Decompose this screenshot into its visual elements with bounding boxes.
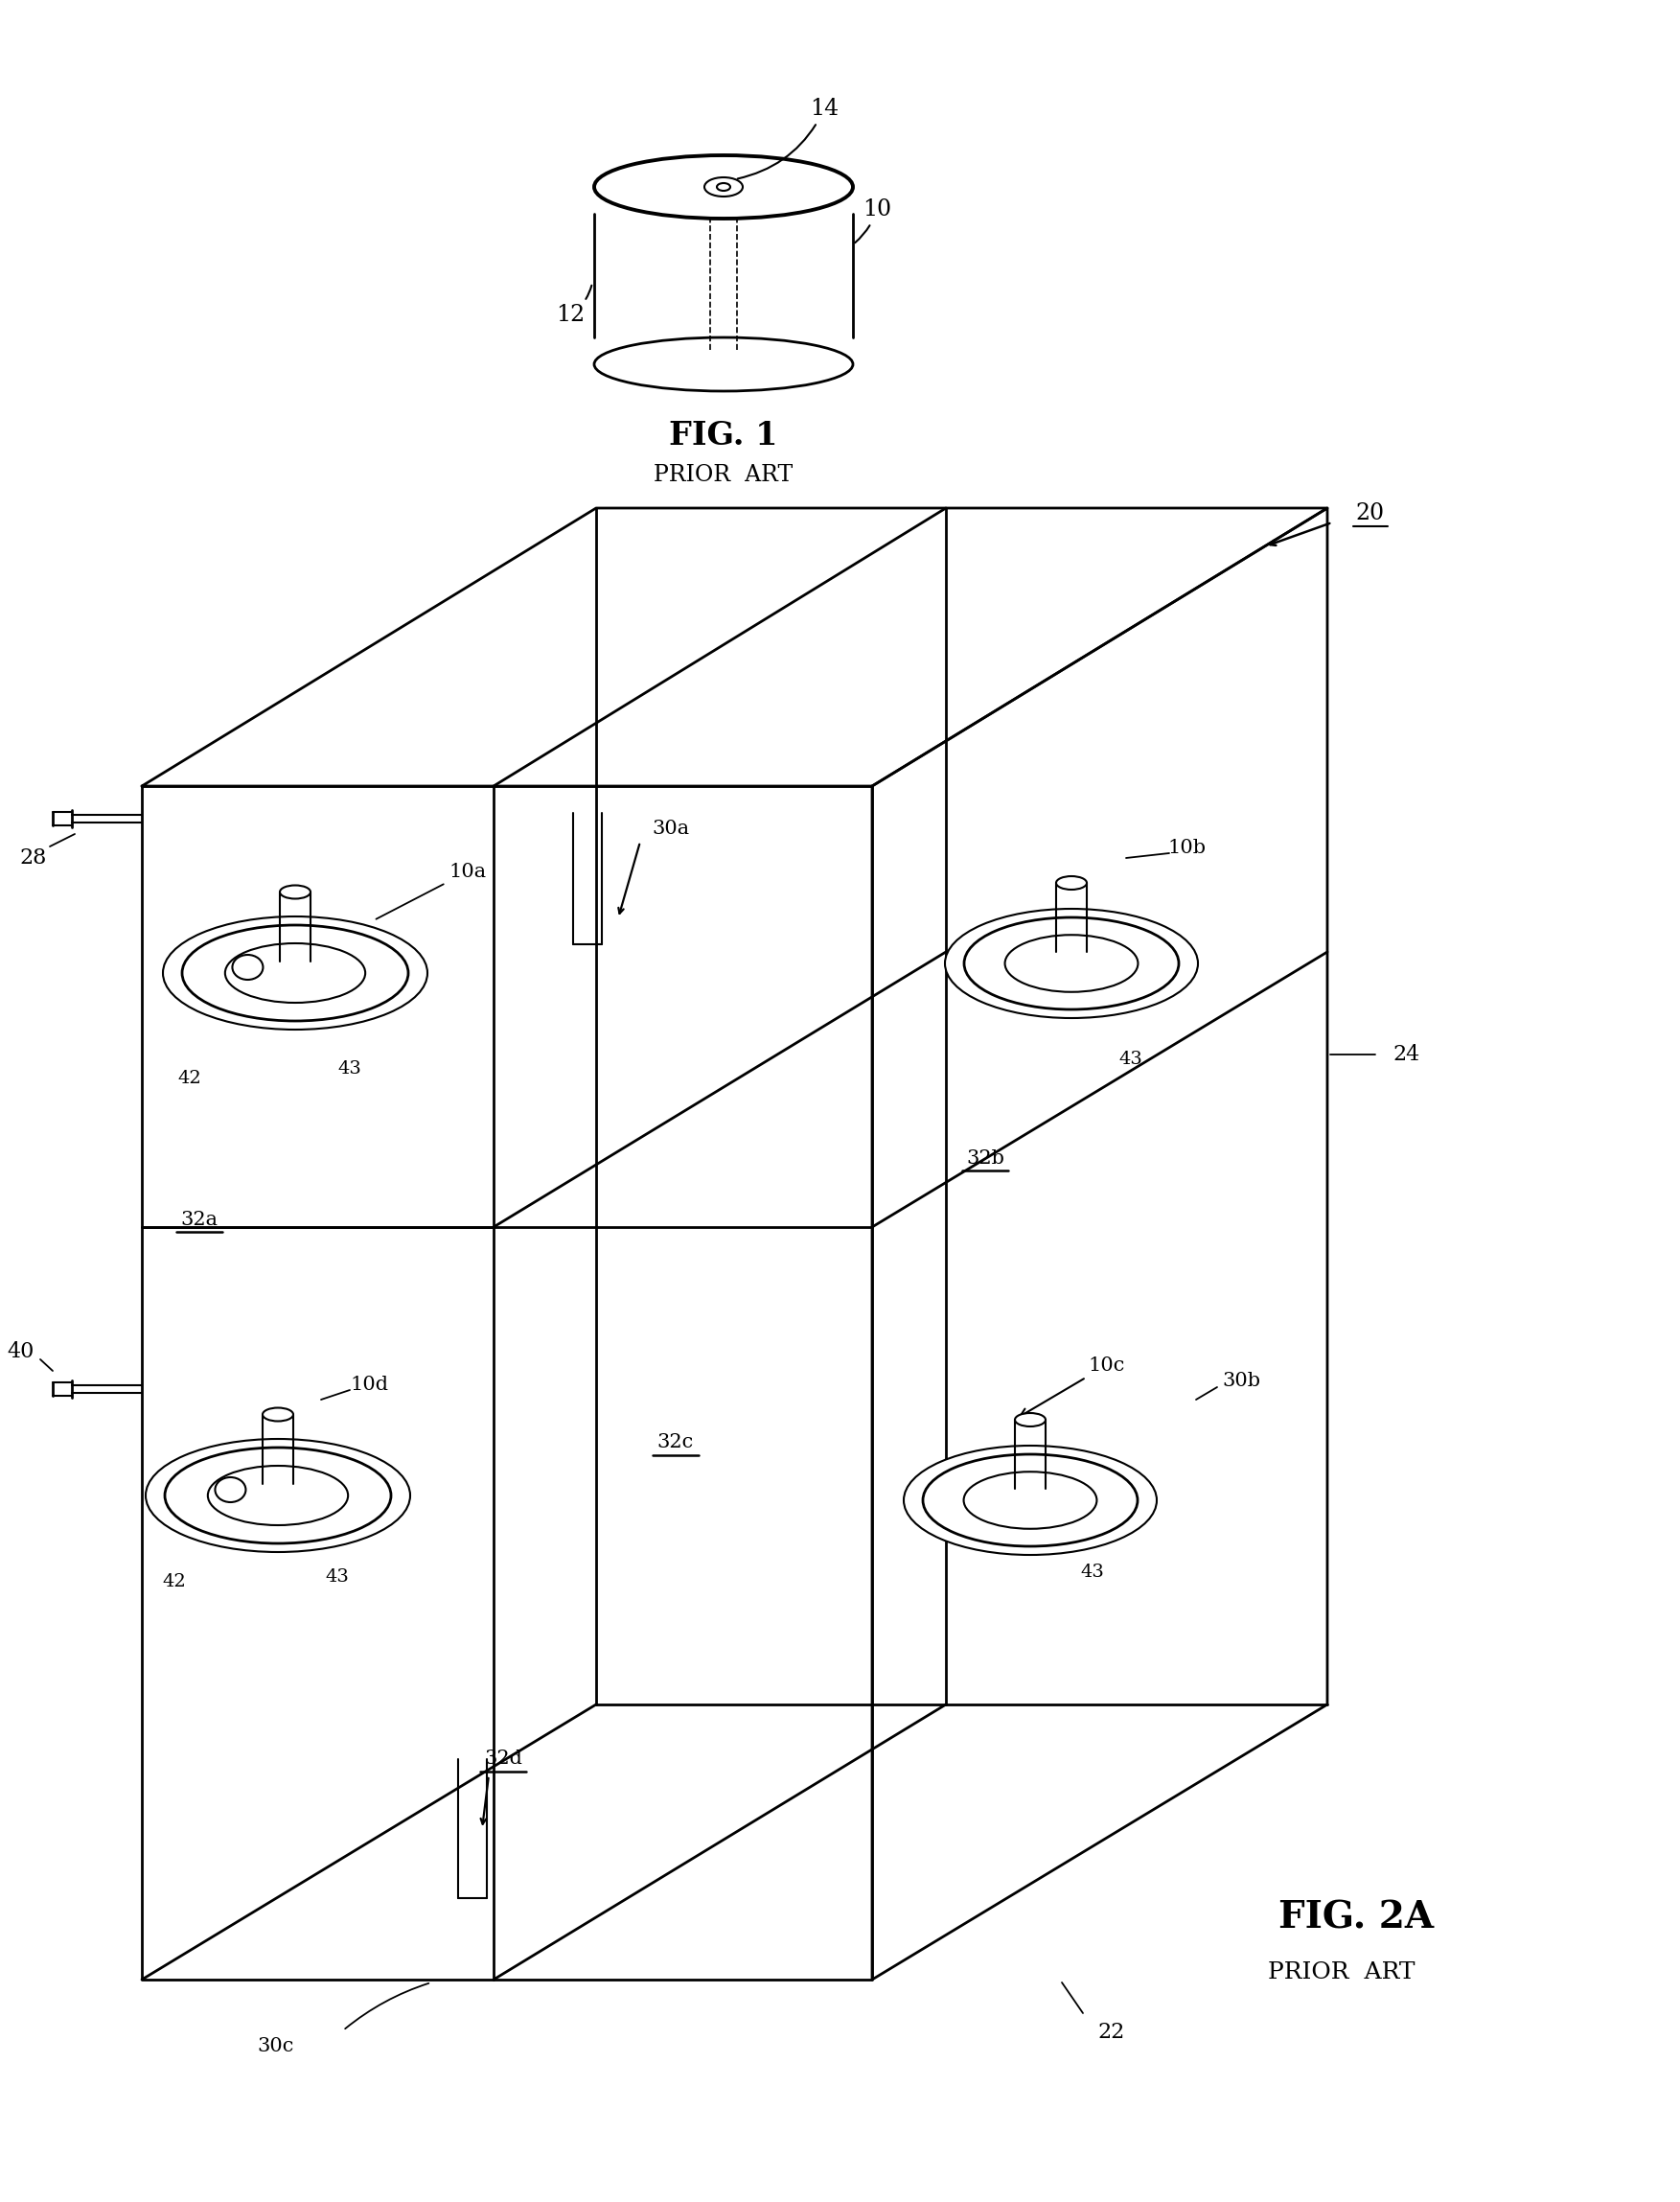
Ellipse shape [704, 178, 743, 196]
Text: 43: 43 [338, 1059, 361, 1077]
Text: 22: 22 [1099, 2021, 1126, 2043]
Ellipse shape [944, 909, 1198, 1017]
Text: 12: 12 [556, 286, 591, 326]
Ellipse shape [165, 1447, 391, 1544]
Text: 10: 10 [855, 198, 892, 242]
Text: 42: 42 [178, 1070, 202, 1088]
Text: 24: 24 [1393, 1044, 1420, 1066]
Text: 10b: 10b [1168, 839, 1206, 857]
Text: 42: 42 [163, 1572, 186, 1590]
Text: 14: 14 [738, 97, 838, 178]
Text: 43: 43 [1080, 1563, 1104, 1581]
Ellipse shape [262, 1407, 294, 1420]
Ellipse shape [146, 1438, 410, 1552]
Text: 43: 43 [326, 1568, 349, 1585]
Text: 43: 43 [1119, 1050, 1142, 1068]
Ellipse shape [181, 925, 408, 1022]
Text: 20: 20 [1356, 502, 1384, 524]
Text: FIG. 2A: FIG. 2A [1278, 1898, 1433, 1936]
Text: 30b: 30b [1221, 1372, 1260, 1389]
Ellipse shape [163, 916, 427, 1031]
Ellipse shape [232, 956, 264, 980]
Text: 30c: 30c [257, 2037, 294, 2057]
Text: 32c: 32c [657, 1434, 694, 1451]
Text: 10c: 10c [1020, 1356, 1124, 1416]
Text: PRIOR  ART: PRIOR ART [1268, 1962, 1415, 1984]
Ellipse shape [922, 1453, 1137, 1546]
Ellipse shape [1015, 1414, 1045, 1427]
Ellipse shape [595, 337, 853, 392]
Ellipse shape [595, 156, 853, 218]
Ellipse shape [215, 1478, 245, 1502]
Text: PRIOR  ART: PRIOR ART [654, 462, 793, 487]
Ellipse shape [1057, 876, 1087, 890]
Ellipse shape [281, 885, 311, 898]
Text: 28: 28 [20, 848, 47, 868]
Text: 32a: 32a [181, 1211, 218, 1229]
Text: 10d: 10d [349, 1376, 388, 1394]
Text: 10a: 10a [376, 863, 486, 918]
Text: 32d: 32d [484, 1751, 522, 1768]
Text: 32b: 32b [966, 1149, 1005, 1167]
Text: 30a: 30a [652, 819, 689, 839]
Ellipse shape [964, 918, 1179, 1009]
Text: 40: 40 [7, 1341, 35, 1363]
Text: FIG. 1: FIG. 1 [669, 421, 778, 451]
Ellipse shape [904, 1447, 1158, 1555]
Ellipse shape [717, 183, 731, 192]
